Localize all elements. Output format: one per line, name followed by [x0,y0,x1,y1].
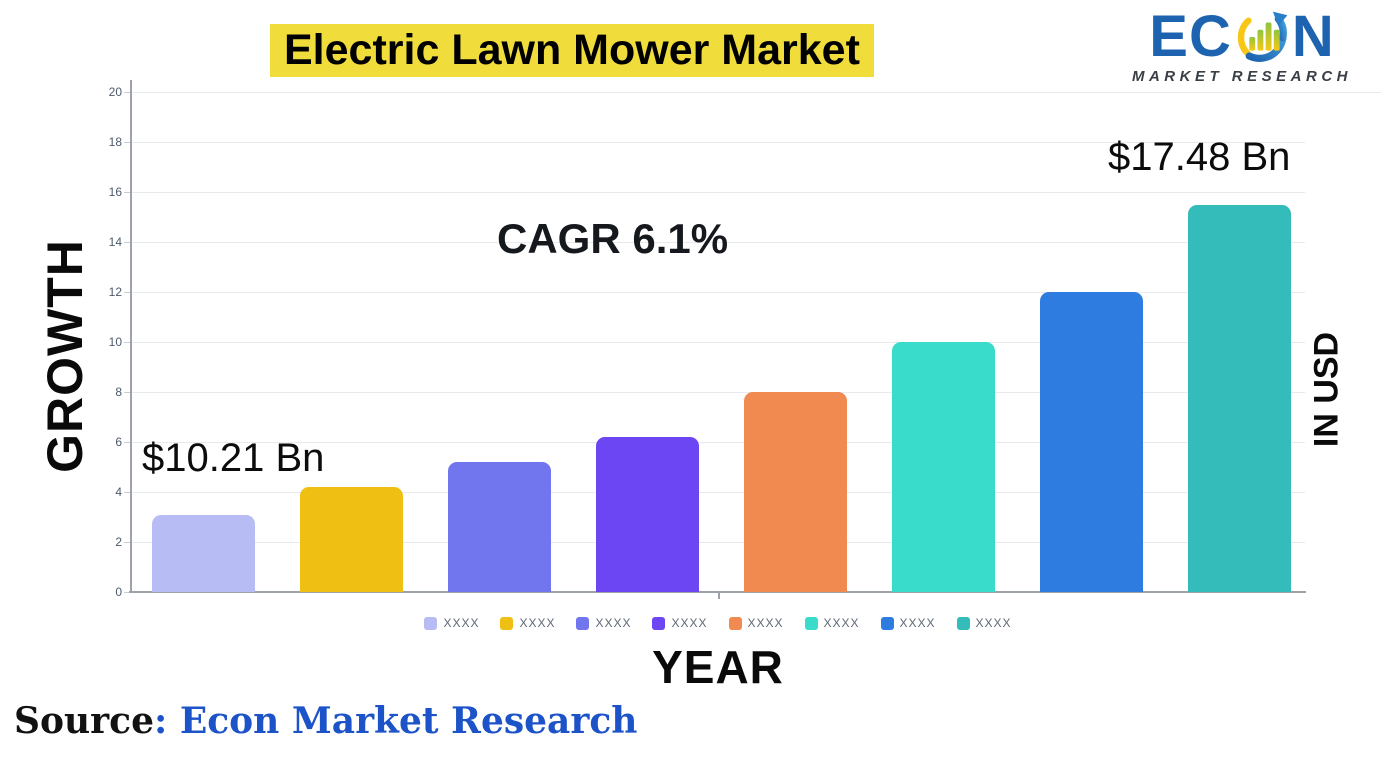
logo-wordmark: EC [1113,6,1371,68]
logo-text-suffix: N [1291,4,1335,69]
chart-legend: XXXX XXXX XXXX XXXX XXXX XXXX XXXX XXXX [131,616,1305,630]
legend-item-5[interactable]: XXXX [728,616,784,630]
bar-8[interactable] [1188,204,1291,592]
legend-swatch-icon [424,616,438,630]
y-tick-mark [124,392,130,393]
gridline [131,342,1305,343]
gridline [131,442,1305,443]
bar-2[interactable] [300,487,403,592]
legend-item-7[interactable]: XXXX [880,616,936,630]
gridline [131,142,1305,143]
y-axis-line [130,80,132,592]
legend-label: XXXX [823,616,860,630]
logo-subtitle: MARKET RESEARCH [1131,68,1352,85]
legend-swatch-icon [956,616,970,630]
gridline [131,292,1305,293]
legend-item-1[interactable]: XXXX [424,616,479,630]
gridline [131,242,1305,243]
legend-swatch-icon [880,616,894,630]
bar-6[interactable] [892,342,995,592]
y-tick-label: 0 [115,585,122,599]
logo-text-prefix: EC [1149,4,1232,69]
legend-item-4[interactable]: XXXX [652,616,707,630]
legend-item-6[interactable]: XXXX [804,616,860,630]
growth-bars-arrow-icon [1233,8,1291,66]
legend-label: XXXX [747,616,784,630]
legend-label: XXXX [975,616,1012,630]
bar-4[interactable] [596,437,699,592]
legend-label: XXXX [595,616,632,630]
x-axis-title: YEAR [652,641,784,693]
y-tick-label: 16 [108,185,122,199]
bar-1[interactable] [152,514,255,592]
gridline [131,192,1305,193]
legend-swatch-icon [728,616,742,630]
bar-3[interactable] [448,462,551,592]
page-title: Electric Lawn Mower Market [270,24,874,77]
legend-swatch-icon [652,616,666,630]
legend-label: XXXX [443,616,480,630]
x-axis-tick [718,593,720,599]
y-tick-label: 6 [115,435,122,449]
legend-label: XXXX [671,616,708,630]
y-tick-mark [124,592,130,593]
legend-label: XXXX [519,616,556,630]
y-tick-mark [124,292,130,293]
y-tick-label: 2 [115,535,122,549]
legend-item-3[interactable]: XXXX [576,616,631,630]
y-axis-title: GROWTH [37,239,93,473]
right-axis-title: IN USD [1307,331,1346,448]
source-line: Source: Econ Market Research [14,700,637,742]
cagr-annotation: CAGR 6.1% [497,215,729,262]
y-tick-mark [124,542,130,543]
gridline [131,542,1305,543]
y-tick-mark [124,342,130,343]
y-tick-mark [124,92,130,93]
y-tick-mark [124,192,130,193]
source-label: Source [14,700,154,742]
y-tick-label: 10 [108,335,122,349]
legend-label: XXXX [899,616,936,630]
y-tick-label: 12 [108,285,122,299]
legend-swatch-icon [500,616,514,630]
bar-7[interactable] [1040,292,1143,592]
y-tick-label: 14 [108,235,122,249]
legend-item-8[interactable]: XXXX [956,616,1012,630]
y-tick-label: 18 [108,135,122,149]
legend-swatch-icon [804,616,818,630]
legend-item-2[interactable]: XXXX [500,616,555,630]
y-tick-mark [124,492,130,493]
gridline [131,92,1381,93]
source-separator: : [153,700,180,742]
first-bar-value-label: $10.21 Bn [142,436,325,480]
y-tick-label: 20 [108,85,122,99]
y-tick-label: 4 [115,485,122,499]
legend-swatch-icon [576,616,590,630]
econ-market-research-logo: EC [1113,6,1371,86]
last-bar-value-label: $17.48 Bn [1108,135,1291,179]
bar-5[interactable] [744,392,847,592]
gridline [131,392,1305,393]
y-tick-label: 8 [115,385,122,399]
source-link[interactable]: Econ Market Research [179,700,638,742]
x-axis-line [129,591,1306,593]
gridline [131,492,1305,493]
y-tick-mark [124,442,130,443]
y-tick-mark [124,142,130,143]
y-tick-mark [124,242,130,243]
